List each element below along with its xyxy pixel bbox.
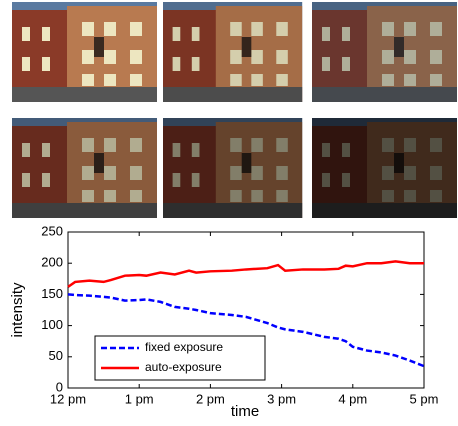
x-tick-label: 5 pm xyxy=(410,391,439,406)
x-tick-label: 4 pm xyxy=(338,391,367,406)
legend-label: auto-exposure xyxy=(145,360,222,374)
series-line xyxy=(67,260,424,288)
x-tick-label: 3 pm xyxy=(267,391,296,406)
y-axis-label: intensity xyxy=(9,282,26,338)
x-tick-label: 2 pm xyxy=(196,391,225,406)
legend-label: fixed exposure xyxy=(145,340,223,354)
x-tick-label: 12 pm xyxy=(50,391,86,406)
x-axis-label: time xyxy=(231,403,259,420)
series-line xyxy=(67,293,425,368)
photos xyxy=(12,2,457,218)
legend-box xyxy=(94,335,266,381)
y-tick-label: 50 xyxy=(49,348,63,363)
y-tick-label: 100 xyxy=(41,317,63,332)
y-tick-label: 200 xyxy=(41,255,63,270)
y-tick-label: 0 xyxy=(56,379,63,394)
y-tick-label: 150 xyxy=(41,286,63,301)
y-tick-label: 250 xyxy=(41,223,63,238)
x-tick-label: 1 pm xyxy=(125,391,154,406)
